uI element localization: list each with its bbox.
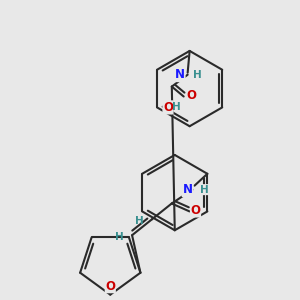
Text: H: H [193, 70, 201, 80]
Text: O: O [187, 89, 197, 102]
Text: O: O [105, 280, 115, 293]
Text: O: O [190, 204, 200, 217]
Text: O: O [163, 101, 173, 114]
Text: H: H [116, 232, 124, 242]
Text: H: H [135, 216, 144, 226]
Text: H: H [200, 184, 209, 195]
Text: H: H [172, 102, 181, 112]
Text: N: N [175, 68, 185, 81]
Text: N: N [182, 183, 193, 196]
